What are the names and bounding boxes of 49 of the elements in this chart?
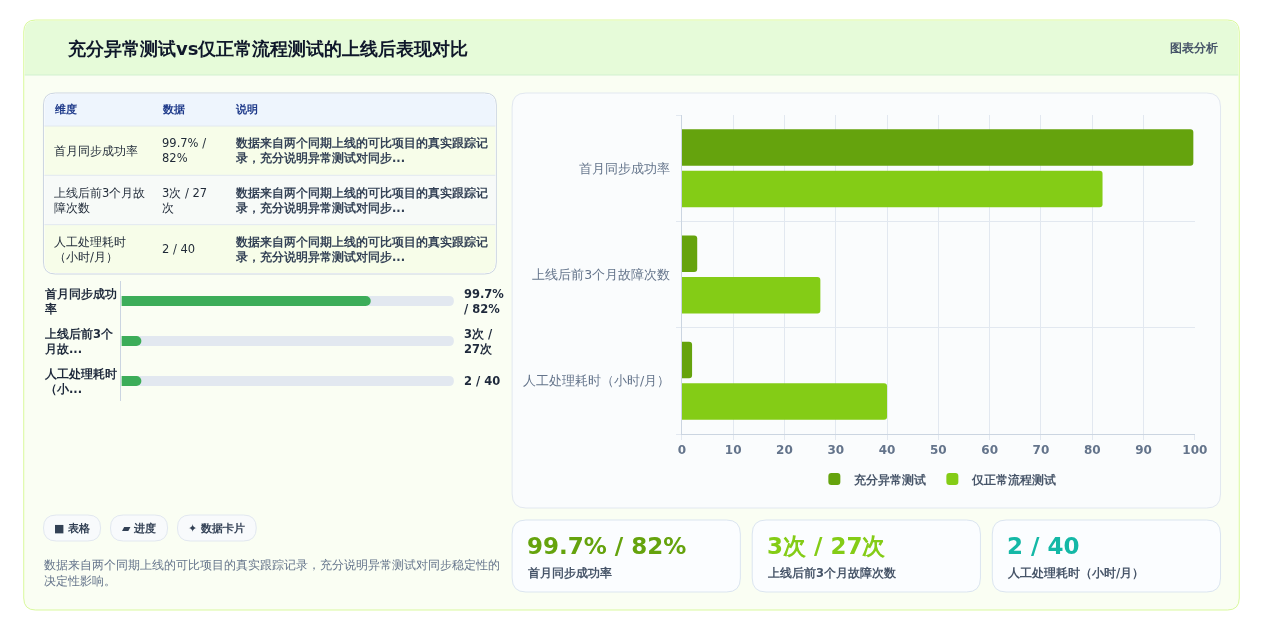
category-label: 人工处理耗时（小时/月） xyxy=(1007,566,1145,580)
y-tick-label: 上线后前3个月故... xyxy=(44,327,114,356)
x-tick-label: 20 xyxy=(776,443,793,458)
x-tick-label: 10 xyxy=(724,443,742,458)
bar xyxy=(681,235,698,273)
text: 数据来自两个同期上线的可比项目的真实跟踪记录，充分说明异常测试对同步... xyxy=(235,186,488,215)
x-tick-label: 70 xyxy=(1032,443,1050,458)
legend-label: 仅正常流程测试 xyxy=(971,472,1057,487)
text: 2 / 40 xyxy=(464,374,501,388)
x-tick-label: 40 xyxy=(878,443,896,458)
y-tick-label: 首月同步成功率 xyxy=(44,287,117,316)
text: 3次 / 27次 xyxy=(162,186,208,215)
text: 维度 xyxy=(54,103,77,116)
y-tick-label: 人工处理耗时（小... xyxy=(44,367,117,396)
text: 充分异常测试vs仅正常流程测试的上线后表现对比 xyxy=(67,38,469,59)
y-tick-label: 首月同步成功率 xyxy=(579,160,671,176)
text: 首月同步成功率 xyxy=(54,144,138,158)
legend-label: 充分异常测试 xyxy=(853,472,927,487)
category-label: ■ 表格 xyxy=(54,522,92,535)
category-label: ▰ 进度 xyxy=(122,522,157,535)
text: 99.7% / 82% xyxy=(527,533,687,559)
bar xyxy=(681,129,1194,166)
text: 2 / 40 xyxy=(1007,533,1080,559)
y-tick-label: 上线后前3个月故障次数 xyxy=(532,266,671,282)
y-tick-label: 人工处理耗时（小时/月） xyxy=(523,373,671,389)
text: 3次 / 27次 xyxy=(464,327,494,356)
x-tick-label: 50 xyxy=(930,443,947,458)
text: 数据来自两个同期上线的可比项目的真实跟踪记录，充分说明异常测试对同步... xyxy=(235,136,488,165)
chart-subtitle: 图表分析 xyxy=(1170,41,1218,55)
text: 数据来自两个同期上线的可比项目的真实跟踪记录，充分说明异常测试对同步... xyxy=(235,235,488,264)
category-label: ✦ 数据卡片 xyxy=(188,522,246,535)
text: 说明 xyxy=(235,103,258,116)
text: 99.7% / 82% xyxy=(464,287,505,316)
category-label: 上线后前3个月故障次数 xyxy=(767,566,897,580)
x-tick-label: 90 xyxy=(1135,443,1152,458)
bar xyxy=(681,341,693,379)
text: 99.7% / 82% xyxy=(162,136,207,165)
x-tick-label: 80 xyxy=(1083,443,1101,458)
x-tick-label: 0 xyxy=(677,443,687,458)
x-tick-label: 30 xyxy=(827,443,845,458)
text: 3次 / 27次 xyxy=(767,533,887,559)
text: 数据 xyxy=(162,103,185,116)
text: 2 / 40 xyxy=(162,242,196,256)
bar xyxy=(681,276,821,314)
text: 数据来自两个同期上线的可比项目的真实跟踪记录，充分说明异常测试对同步稳定性的决定性影响。 xyxy=(44,558,500,588)
bar xyxy=(681,170,1103,208)
bar xyxy=(681,383,888,420)
x-tick-label: 60 xyxy=(981,443,999,458)
x-tick-label: 100 xyxy=(1182,443,1208,458)
